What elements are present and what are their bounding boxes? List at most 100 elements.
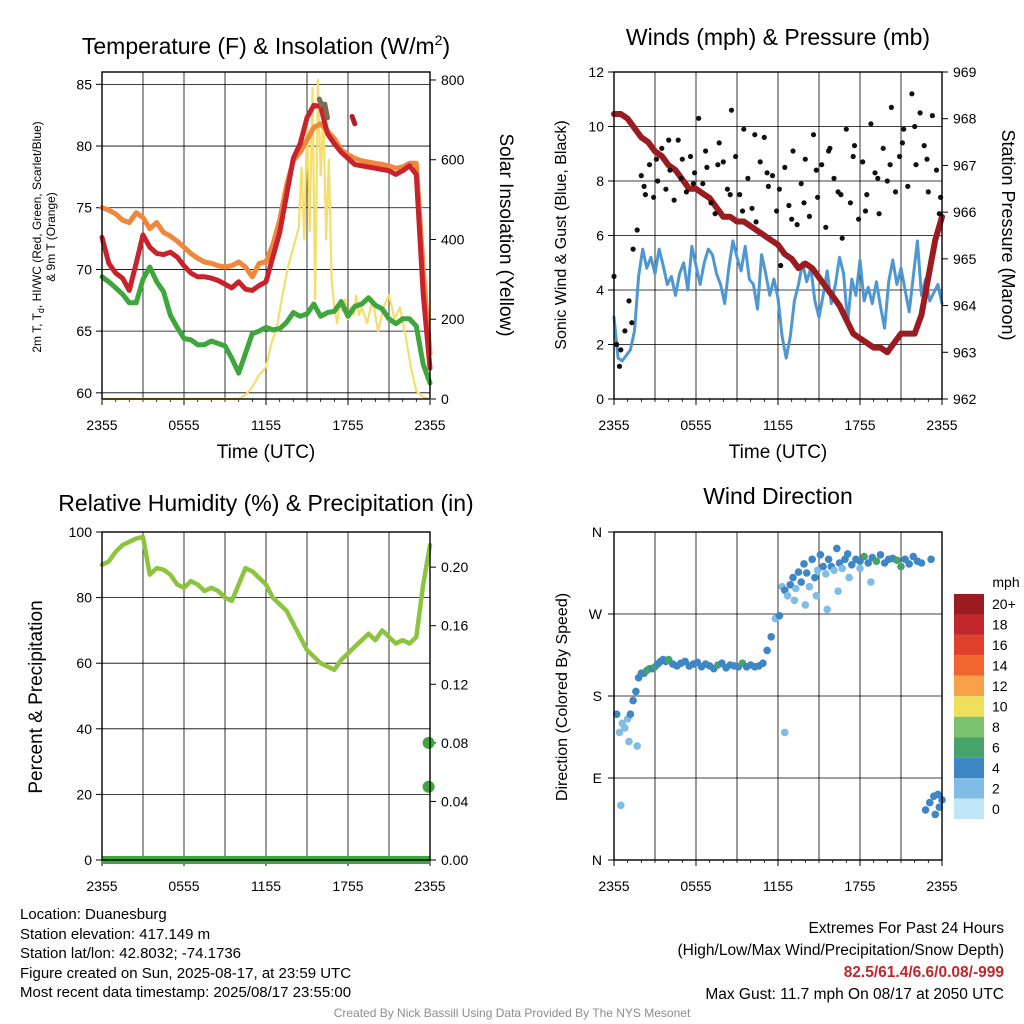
gust-point bbox=[765, 183, 772, 189]
direction-point bbox=[811, 573, 819, 582]
temp-plot-area: 2355 0555 1155 1755 2355 60 65 70 75 80 85 0 200 400 6… bbox=[76, 71, 465, 433]
gust-point bbox=[671, 197, 677, 203]
gust-point bbox=[888, 104, 895, 110]
gust-point bbox=[716, 140, 722, 146]
gust-point bbox=[679, 156, 685, 162]
dir-xtick-label: 2355 bbox=[598, 878, 629, 894]
extremes-heading: Extremes For Past 24 Hours bbox=[808, 920, 1004, 937]
temp-xtick-label: 2355 bbox=[86, 417, 117, 433]
colorbar-label: 2 bbox=[992, 780, 1000, 796]
temp-series-line bbox=[99, 264, 433, 386]
direction-point bbox=[792, 584, 800, 593]
gust-point bbox=[752, 132, 758, 138]
temp-title-end: ) bbox=[442, 33, 450, 59]
direction-point bbox=[615, 728, 624, 737]
dir-ytick-left-label: N bbox=[592, 852, 602, 868]
direction-point bbox=[617, 801, 625, 810]
gust-point bbox=[739, 208, 746, 214]
gust-point bbox=[678, 175, 684, 181]
direction-point bbox=[632, 687, 640, 696]
gust-point bbox=[675, 137, 681, 143]
precip-point bbox=[422, 780, 435, 793]
direction-point bbox=[789, 573, 797, 582]
direction-point bbox=[843, 550, 852, 558]
gust-point bbox=[851, 143, 858, 149]
temp-ytick-right-label: 800 bbox=[441, 72, 465, 88]
direction-point bbox=[621, 724, 629, 732]
gust-point bbox=[802, 156, 808, 162]
extremes-summary: Extremes For Past 24 Hours (High/Low/Max… bbox=[678, 918, 1005, 1006]
direction-point bbox=[921, 806, 930, 814]
direction-panel: Wind Direction Direction (Colored By Spe… bbox=[554, 483, 1020, 894]
temp-ytick-right-label: 0 bbox=[441, 391, 449, 407]
temp-ylabel-left-sub: d bbox=[36, 308, 46, 313]
gust-point bbox=[616, 363, 623, 369]
wind-xtick-label: 2355 bbox=[926, 417, 957, 433]
dir-ytick-left-label: N bbox=[592, 524, 602, 540]
wind-panel-title: Winds (mph) & Pressure (mb) bbox=[626, 24, 930, 50]
direction-point bbox=[767, 633, 775, 641]
direction-point bbox=[626, 710, 635, 718]
direction-point bbox=[872, 557, 881, 565]
figure-created: Figure created on Sun, 2025-08-17, at 23… bbox=[20, 964, 352, 982]
gust-point bbox=[728, 107, 735, 113]
temp-series-line bbox=[99, 102, 433, 371]
colorbar-swatch bbox=[954, 594, 984, 615]
direction-point bbox=[935, 803, 944, 811]
temp-xtick-label: 0555 bbox=[168, 417, 199, 433]
temp-ytick-right-label: 400 bbox=[441, 231, 465, 247]
gust-point bbox=[912, 123, 918, 130]
gust-point bbox=[925, 189, 931, 195]
rh-line bbox=[99, 534, 433, 673]
gust-point bbox=[776, 186, 783, 192]
temp-ytick-left-label: 75 bbox=[76, 200, 92, 216]
wind-ylabel-left: Sonic Wind & Gust (Blue, Black) bbox=[553, 120, 570, 349]
wind-speed-line bbox=[612, 239, 944, 363]
gust-point bbox=[789, 216, 795, 222]
temperature-panel: Temperature (F) & Insolation (W/m2) 2m T… bbox=[30, 32, 516, 463]
gust-point bbox=[614, 341, 620, 348]
direction-point bbox=[897, 562, 905, 571]
rh-xtick-label: 1755 bbox=[332, 878, 363, 894]
temp-panel-title: Temperature (F) & Insolation (W/m2) bbox=[82, 32, 450, 59]
gust-point bbox=[826, 148, 832, 154]
gust-point bbox=[929, 113, 936, 119]
gust-point bbox=[850, 153, 856, 160]
gust-point bbox=[875, 175, 881, 181]
gust-point bbox=[921, 143, 927, 149]
temp-xtick-label: 1755 bbox=[332, 417, 363, 433]
colorbar-swatch bbox=[954, 655, 984, 676]
direction-point bbox=[786, 581, 795, 589]
gust-point bbox=[819, 162, 825, 168]
wind-ytick-right-label: 969 bbox=[953, 64, 977, 80]
gust-point bbox=[727, 192, 733, 198]
rh-plot-area: 2355 0555 1155 1755 2355 0 20 40 60 80 100 0.00 0.04… bbox=[69, 524, 469, 894]
dir-ylabel-left: Direction (Colored By Speed) bbox=[554, 593, 571, 801]
wind-ytick-right-label: 962 bbox=[953, 391, 977, 407]
gust-point bbox=[813, 167, 819, 173]
gust-point bbox=[651, 194, 657, 200]
dir-xtick-label: 0555 bbox=[680, 878, 711, 894]
temp-ylabel-left-part1: 2m T, T bbox=[30, 312, 44, 352]
gust-point bbox=[887, 162, 893, 168]
wind-frame bbox=[613, 71, 943, 400]
temp-ytick-right-label: 200 bbox=[441, 311, 465, 327]
direction-point bbox=[830, 566, 838, 575]
direction-point bbox=[893, 556, 901, 564]
colorbar-label: 4 bbox=[992, 760, 1000, 776]
wind-xtick-label: 1755 bbox=[844, 417, 875, 433]
direction-point bbox=[808, 555, 816, 564]
rh-ylabel-left: Percent & Precipitation bbox=[26, 600, 47, 793]
temp-ylabel-left-part2: , HI/WC (Red, Green, Scarlet/Blue) bbox=[30, 121, 44, 308]
gust-point bbox=[704, 164, 710, 170]
rh-ytick-left-label: 60 bbox=[76, 655, 92, 671]
direction-point bbox=[931, 810, 939, 819]
wind-panel: Winds (mph) & Pressure (mb) Sonic Wind &… bbox=[553, 24, 1018, 463]
rh-ytick-left-label: 0 bbox=[84, 852, 92, 868]
direction-point bbox=[927, 555, 935, 564]
colorbar-swatch bbox=[954, 716, 984, 738]
colorbar-swatch bbox=[954, 737, 984, 758]
gust-point bbox=[936, 211, 942, 217]
wind-ytick-right-label: 966 bbox=[953, 204, 977, 220]
temp-ytick-left-label: 70 bbox=[76, 261, 92, 277]
